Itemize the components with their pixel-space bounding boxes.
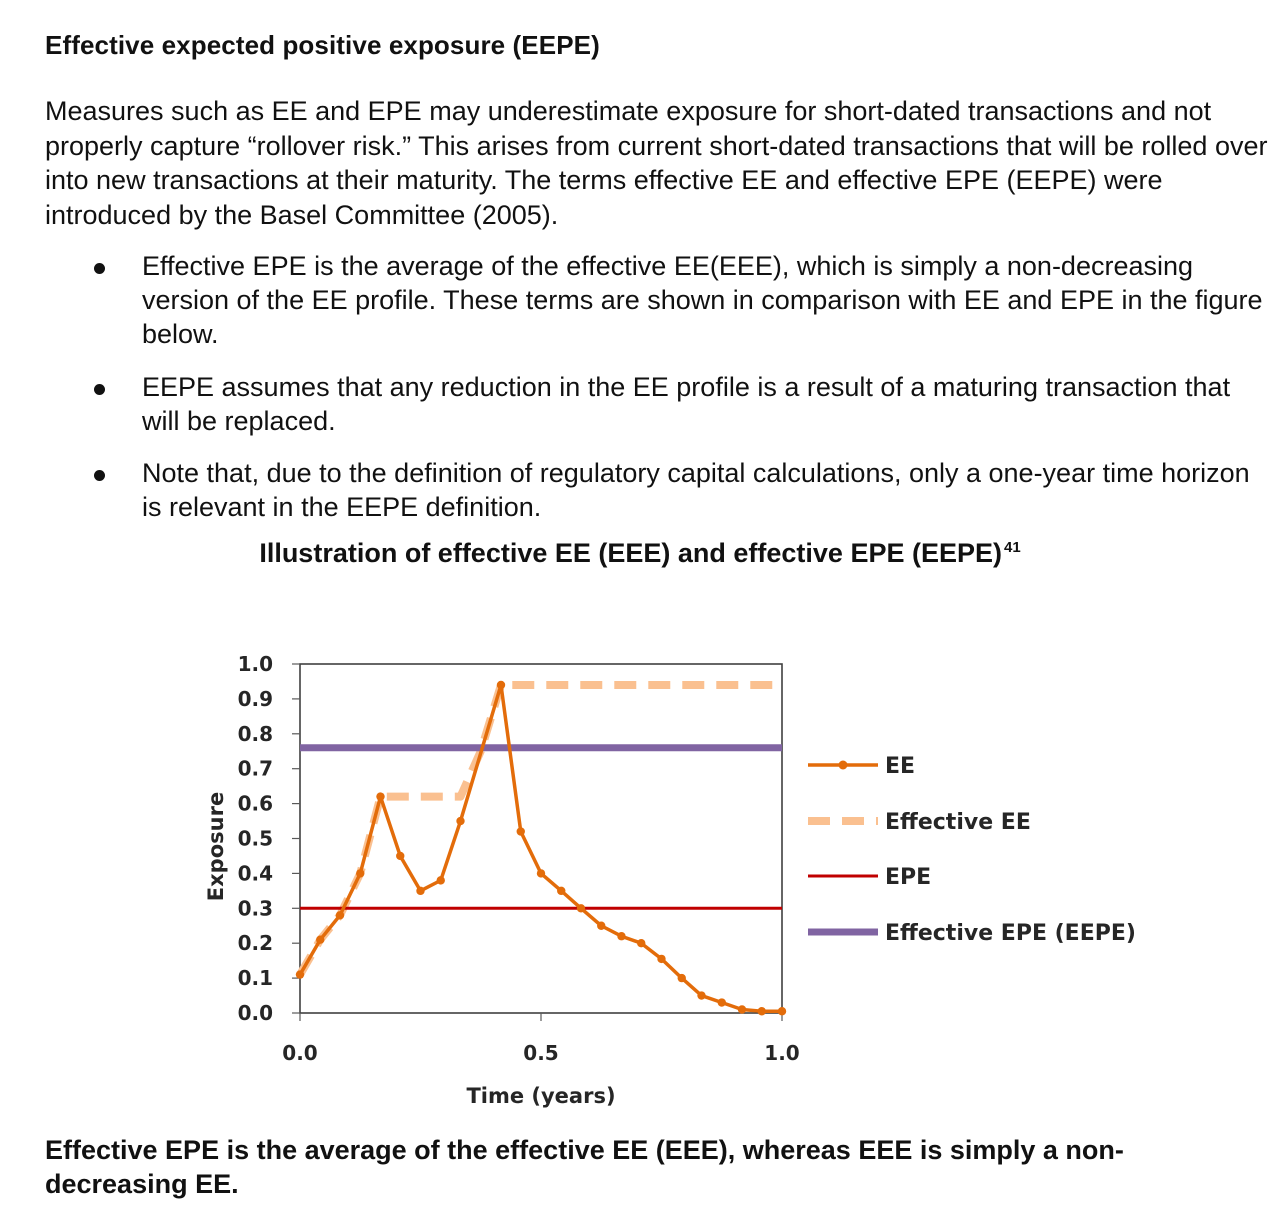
- y-tick-label: 0.3: [238, 896, 273, 920]
- legend-label: Effective EE: [885, 810, 1031, 835]
- y-tick-label: 0.4: [238, 861, 273, 885]
- ee-point: [416, 886, 425, 896]
- x-axis-title: Time (years): [466, 1084, 615, 1108]
- legend-marker-ee: [838, 760, 848, 770]
- legend-label: EE: [885, 754, 915, 779]
- exposure-chart-svg: 0.0 0.1 0.2 0.3 0.4 0.5 0.6 0.7 0.8 0.9 1.0 0.0 0.5 1…: [204, 652, 1136, 1108]
- ee-point: [436, 876, 445, 885]
- ee-point: [456, 816, 465, 826]
- y-tick-label: 0.6: [238, 792, 273, 816]
- bullet-dot-icon: [94, 470, 105, 481]
- ee-point: [396, 851, 405, 861]
- x-tick-label: 1.0: [764, 1041, 799, 1065]
- y-tick-label: 0.2: [238, 931, 273, 955]
- ee-line: [298, 683, 782, 1014]
- ee-point: [597, 921, 606, 930]
- y-tick-label: 0.1: [238, 966, 273, 990]
- ee-point: [697, 991, 706, 1000]
- figure-title-text: Illustration of effective EE (EEE) and e…: [259, 538, 1002, 568]
- y-tick-label: 0.5: [238, 827, 273, 851]
- x-tick-label: 0.5: [523, 1041, 558, 1065]
- ee-point: [316, 935, 325, 944]
- ee-point: [376, 792, 385, 801]
- section-heading: Effective expected positive exposure (EE…: [45, 30, 600, 60]
- bullet-text: Note that, due to the definition of regu…: [142, 458, 1250, 522]
- y-tick-label: 0.8: [238, 722, 273, 746]
- y-tick-label: 0.9: [238, 687, 273, 711]
- legend-label: EPE: [885, 865, 931, 890]
- legend-label: Effective EPE (EEPE): [885, 921, 1136, 946]
- x-tick-label: 0.0: [282, 1041, 317, 1065]
- ee-point: [356, 869, 365, 878]
- ee-point: [757, 1007, 766, 1016]
- figure-footnote-marker: 41: [1004, 539, 1021, 556]
- bullet-dot-icon: [94, 384, 105, 395]
- ee-point: [576, 904, 586, 913]
- ee-point: [335, 911, 345, 920]
- ee-point: [536, 869, 546, 878]
- ee-point: [637, 939, 646, 948]
- figure-caption: Effective EPE is the average of the effe…: [45, 1135, 1124, 1199]
- ee-point: [657, 954, 666, 964]
- ee-point: [617, 932, 626, 941]
- ee-point: [777, 1007, 787, 1016]
- y-axis-title: Exposure: [204, 792, 228, 901]
- figure-title: Illustration of effective EE (EEE) and e…: [0, 538, 1280, 569]
- ee-point: [677, 973, 686, 983]
- bullet-text: Effective EPE is the average of the effe…: [142, 251, 1263, 349]
- y-tick-label: 0.0: [238, 1001, 273, 1025]
- intro-paragraph: Measures such as EE and EPE may underest…: [45, 96, 1268, 230]
- ee-point: [295, 970, 305, 979]
- ee-point: [496, 680, 506, 690]
- bullet-text: EEPE assumes that any reduction in the E…: [142, 372, 1231, 436]
- bullet-dot-icon: [94, 263, 105, 274]
- y-tick-label: 0.7: [238, 757, 273, 781]
- ee-point: [717, 998, 726, 1007]
- ee-point: [737, 1005, 747, 1014]
- ee-point: [557, 886, 566, 896]
- y-tick-label: 1.0: [238, 652, 273, 676]
- ee-point: [516, 827, 525, 836]
- exposure-chart: 0.0 0.1 0.2 0.3 0.4 0.5 0.6 0.7 0.8 0.9 1.0 0.0 0.5 1…: [0, 600, 1280, 1120]
